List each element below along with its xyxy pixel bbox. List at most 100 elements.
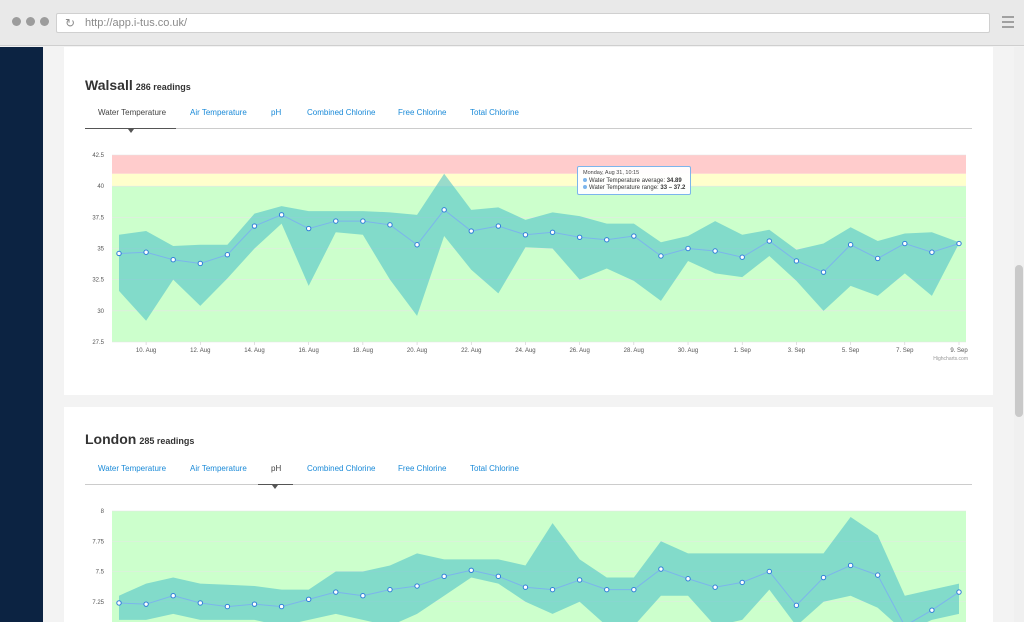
data-point <box>847 242 854 248</box>
data-point <box>685 245 691 252</box>
data-point <box>739 254 745 260</box>
data-point <box>658 566 664 572</box>
range-area <box>119 517 959 622</box>
location-name: London <box>85 431 137 447</box>
location-card-walsall: Walsall 286 readings Water Temperature Ai… <box>64 47 993 395</box>
data-point <box>495 223 502 229</box>
data-point <box>197 260 203 267</box>
data-point <box>495 573 502 580</box>
data-point <box>576 577 583 583</box>
page-scrollbar[interactable] <box>1014 47 1024 622</box>
location-name: Walsall <box>85 77 133 93</box>
reload-icon[interactable]: ↻ <box>65 16 76 30</box>
data-point <box>956 589 962 595</box>
plot-band <box>112 155 966 174</box>
tooltip-date: Monday, Aug 31, 10:15 <box>583 170 640 176</box>
app-sidebar <box>0 47 43 622</box>
data-point <box>956 240 962 247</box>
data-point <box>251 601 258 607</box>
active-tab-indicator <box>258 484 293 485</box>
x-tick-label: 1. Sep <box>734 348 752 354</box>
tooltip-average-row: Water Temperature average: 34.89 <box>583 178 685 184</box>
tab-water-temperature[interactable]: Water Temperature <box>98 464 167 473</box>
tab-ph[interactable]: pH <box>271 464 282 473</box>
x-tick-label: 3. Sep <box>788 348 806 354</box>
readings-count: 286 readings <box>135 82 191 92</box>
x-tick-label: 16. Aug <box>298 348 318 354</box>
data-point <box>441 207 447 213</box>
x-tick-label: 24. Aug <box>515 348 535 354</box>
tooltip-range-label: Water Temperature range: <box>589 185 661 191</box>
location-card-london: London 285 readings Water Temperature Air… <box>64 407 993 622</box>
data-point <box>658 253 664 259</box>
minimize-window-button[interactable] <box>26 17 35 26</box>
close-window-button[interactable] <box>12 17 21 26</box>
data-point <box>387 586 393 593</box>
tab-combined-chlorine[interactable]: Combined Chlorine <box>307 108 376 117</box>
window-controls <box>12 17 49 26</box>
tab-free-chlorine[interactable]: Free Chlorine <box>398 464 447 473</box>
water-temperature-chart: 27.5 30 32.5 35 37.5 40 42.5 10. Aug 12. Aug 14. … <box>92 153 968 362</box>
url-text[interactable]: http://app.i-tus.co.uk/ <box>85 17 188 29</box>
data-point <box>875 572 881 578</box>
tab-water-temperature[interactable]: Water Temperature <box>98 108 167 117</box>
average-line <box>118 209 960 273</box>
data-point <box>576 234 583 240</box>
data-point <box>170 593 176 599</box>
scrollbar-thumb[interactable] <box>1015 265 1023 417</box>
tab-free-chlorine[interactable]: Free Chlorine <box>398 108 447 117</box>
y-tick-label: 37.5 <box>92 215 104 221</box>
y-tick-label: 42.5 <box>92 153 104 159</box>
x-tick-label: 5. Sep <box>842 348 860 354</box>
series-dot-icon <box>583 178 587 182</box>
data-point <box>712 248 718 254</box>
x-tick-label: 28. Aug <box>624 348 644 354</box>
tab-ph[interactable]: pH <box>271 108 282 117</box>
tab-combined-chlorine[interactable]: Combined Chlorine <box>307 464 376 473</box>
data-point <box>305 596 312 603</box>
tab-air-temperature[interactable]: Air Temperature <box>190 108 247 117</box>
data-point <box>549 229 556 235</box>
ph-chart: 7.25 7.5 7.75 8 <box>92 509 966 622</box>
data-point <box>685 576 691 582</box>
data-point <box>739 579 745 586</box>
data-point <box>631 233 637 239</box>
tab-total-chlorine[interactable]: Total Chlorine <box>470 108 519 117</box>
plot-band <box>112 173 966 187</box>
tab-total-chlorine[interactable]: Total Chlorine <box>470 464 519 473</box>
tooltip-average-value: 34.89 <box>666 178 682 184</box>
data-point <box>929 249 935 255</box>
data-point <box>468 228 474 234</box>
address-bar[interactable]: ↻ http://app.i-tus.co.uk/ <box>56 13 990 33</box>
maximize-window-button[interactable] <box>40 17 49 26</box>
y-tick-label: 7.75 <box>92 539 104 545</box>
data-point <box>793 602 800 609</box>
data-point <box>766 238 773 244</box>
data-point <box>170 257 176 263</box>
data-point <box>468 567 474 573</box>
x-tick-label: 14. Aug <box>244 348 264 354</box>
data-point <box>631 586 637 593</box>
measurement-tabs: Water Temperature Air Temperature pH Com… <box>85 455 972 489</box>
data-point <box>820 269 827 275</box>
x-tick-label: 22. Aug <box>461 348 481 354</box>
location-title: London 285 readings <box>85 431 194 447</box>
tab-air-temperature[interactable]: Air Temperature <box>190 464 247 473</box>
data-point <box>360 218 366 224</box>
data-point <box>522 584 529 590</box>
x-tick-label: 10. Aug <box>136 348 156 354</box>
x-tick-label: 30. Aug <box>678 348 698 354</box>
data-point <box>387 222 393 228</box>
chart-credit: Highcharts.com <box>933 356 968 362</box>
browser-menu-icon[interactable] <box>1002 16 1014 31</box>
data-point <box>902 240 908 247</box>
data-point <box>847 562 854 569</box>
data-point <box>604 237 610 243</box>
data-point <box>549 586 556 593</box>
y-tick-label: 32.5 <box>92 278 104 284</box>
data-point <box>414 242 420 248</box>
data-point <box>929 607 935 613</box>
data-point <box>143 249 149 255</box>
data-point <box>875 255 881 262</box>
series-dot-icon <box>583 185 587 189</box>
